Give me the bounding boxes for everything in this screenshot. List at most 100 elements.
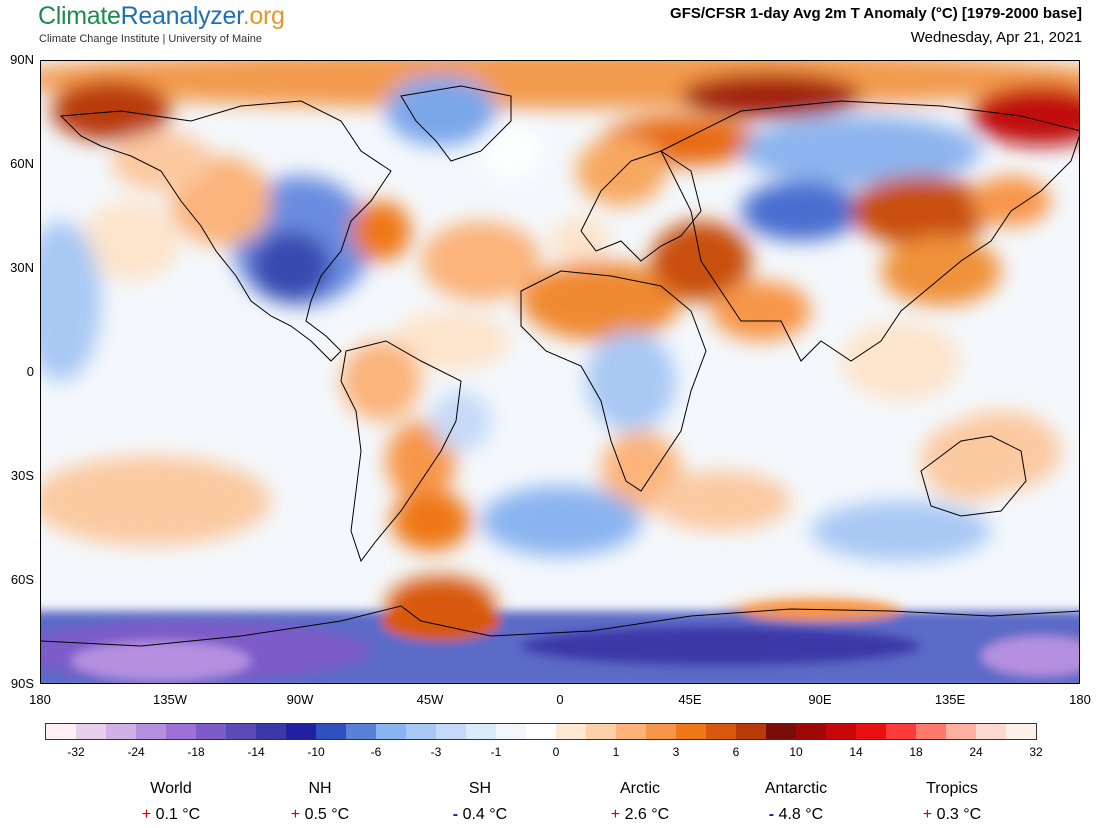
legend-swatch bbox=[1006, 724, 1036, 739]
legend-swatch bbox=[736, 724, 766, 739]
lat-label-90s: 90S bbox=[10, 676, 34, 691]
antarctic-cold-band bbox=[41, 601, 1079, 683]
legend-tick-label: 14 bbox=[849, 745, 863, 759]
legend-swatch bbox=[796, 724, 826, 739]
legend-swatch bbox=[346, 724, 376, 739]
legend-tick-label: 32 bbox=[1029, 745, 1043, 759]
stat-value: 0.1 °C bbox=[151, 806, 201, 823]
logo-text-reanalyzer: Reanalyzer bbox=[120, 2, 243, 30]
legend-tick-label: -24 bbox=[127, 745, 145, 759]
legend-tick-label: -3 bbox=[430, 745, 442, 759]
stat-region-value: + 2.6 °C bbox=[611, 806, 669, 824]
stat-region-value: + 0.5 °C bbox=[291, 806, 349, 824]
map-date: Wednesday, Apr 21, 2021 bbox=[910, 29, 1082, 46]
stat-sign: - bbox=[452, 806, 459, 823]
lon-label-135w: 135W bbox=[153, 692, 187, 707]
logo-text-org: .org bbox=[242, 2, 285, 30]
legend-tick-label: -32 bbox=[67, 745, 85, 759]
anomaly-map bbox=[40, 60, 1080, 684]
map-title: GFS/CFSR 1-day Avg 2m T Anomaly (°C) [19… bbox=[670, 5, 1082, 22]
legend-swatch bbox=[766, 724, 796, 739]
stat-region-name: Antarctic bbox=[764, 780, 828, 797]
legend-swatch bbox=[526, 724, 556, 739]
logo-text-climate: Climate bbox=[38, 2, 121, 30]
stat-sign: + bbox=[922, 806, 933, 823]
lon-label-180w: 180 bbox=[29, 692, 51, 707]
stat-region-name: Arctic bbox=[620, 780, 660, 797]
legend-swatch bbox=[676, 724, 706, 739]
legend-swatch bbox=[466, 724, 496, 739]
color-scale-legend bbox=[45, 723, 1037, 740]
legend-swatch bbox=[256, 724, 286, 739]
lat-label-60n: 60N bbox=[10, 156, 34, 171]
lat-label-30n: 30N bbox=[10, 260, 34, 275]
stat-value: 4.8 °C bbox=[774, 806, 824, 823]
stat-sign: + bbox=[141, 806, 152, 823]
anomaly-field bbox=[41, 61, 1079, 639]
legend-swatch bbox=[976, 724, 1006, 739]
lon-label-45e: 45E bbox=[678, 692, 702, 707]
legend-swatch bbox=[586, 724, 616, 739]
legend-swatch bbox=[646, 724, 676, 739]
lon-label-180e: 180 bbox=[1069, 692, 1091, 707]
legend-swatch bbox=[496, 724, 526, 739]
legend-swatch bbox=[46, 724, 76, 739]
legend-swatch bbox=[106, 724, 136, 739]
legend-tick-label: -6 bbox=[370, 745, 382, 759]
legend-swatch bbox=[946, 724, 976, 739]
legend-swatch bbox=[286, 724, 316, 739]
legend-swatch bbox=[916, 724, 946, 739]
legend-tick-label: -14 bbox=[247, 745, 265, 759]
stat-region-name: NH bbox=[308, 780, 332, 797]
legend-swatch bbox=[196, 724, 226, 739]
stat-region-value: + 0.3 °C bbox=[923, 806, 981, 824]
lon-label-45w: 45W bbox=[416, 692, 444, 707]
legend-swatch bbox=[436, 724, 466, 739]
lat-label-30s: 30S bbox=[10, 468, 34, 483]
stat-value: 0.5 °C bbox=[300, 806, 350, 823]
legend-tick-label: 6 bbox=[732, 745, 740, 759]
legend-tick-label: 0 bbox=[552, 745, 560, 759]
lon-label-135e: 135E bbox=[934, 692, 966, 707]
stat-value: 0.3 °C bbox=[932, 806, 982, 823]
legend-swatch bbox=[616, 724, 646, 739]
legend-tick-label: 10 bbox=[789, 745, 803, 759]
stat-region-value: - 4.8 °C bbox=[769, 806, 823, 824]
stat-value: 2.6 °C bbox=[620, 806, 670, 823]
stat-sign: - bbox=[768, 806, 775, 823]
legend-swatch bbox=[226, 724, 256, 739]
legend-tick-label: 18 bbox=[909, 745, 923, 759]
legend-tick-label: -10 bbox=[307, 745, 325, 759]
legend-tick-label: 24 bbox=[969, 745, 983, 759]
site-logo[interactable]: ClimateReanalyzer.org bbox=[38, 2, 285, 31]
stat-region-name: SH bbox=[468, 780, 492, 797]
legend-swatch bbox=[556, 724, 586, 739]
stat-sign: + bbox=[610, 806, 621, 823]
lat-label-0: 0 bbox=[26, 364, 34, 379]
lon-label-90e: 90E bbox=[808, 692, 832, 707]
legend-tick-label: 1 bbox=[612, 745, 620, 759]
legend-swatch bbox=[316, 724, 346, 739]
legend-swatch bbox=[886, 724, 916, 739]
anomaly-map-graphic bbox=[41, 61, 1079, 683]
lat-label-90n: 90N bbox=[10, 52, 34, 67]
legend-tick-label: -18 bbox=[187, 745, 205, 759]
legend-tick-label: 3 bbox=[672, 745, 680, 759]
legend-tick-label: -1 bbox=[490, 745, 502, 759]
stat-region-name: Tropics bbox=[926, 780, 978, 797]
legend-swatch bbox=[166, 724, 196, 739]
stat-region-name: World bbox=[150, 780, 192, 797]
site-subtitle: Climate Change Institute | University of… bbox=[39, 33, 262, 45]
stat-value: 0.4 °C bbox=[458, 806, 508, 823]
legend-swatch bbox=[406, 724, 436, 739]
legend-swatch bbox=[376, 724, 406, 739]
lat-label-60s: 60S bbox=[10, 572, 34, 587]
lon-label-90w: 90W bbox=[286, 692, 314, 707]
legend-swatch bbox=[856, 724, 886, 739]
legend-swatch bbox=[136, 724, 166, 739]
stat-sign: + bbox=[290, 806, 301, 823]
legend-swatch bbox=[826, 724, 856, 739]
stat-region-value: + 0.1 °C bbox=[142, 806, 200, 824]
stat-region-value: - 0.4 °C bbox=[453, 806, 507, 824]
lon-label-0: 0 bbox=[556, 692, 564, 707]
